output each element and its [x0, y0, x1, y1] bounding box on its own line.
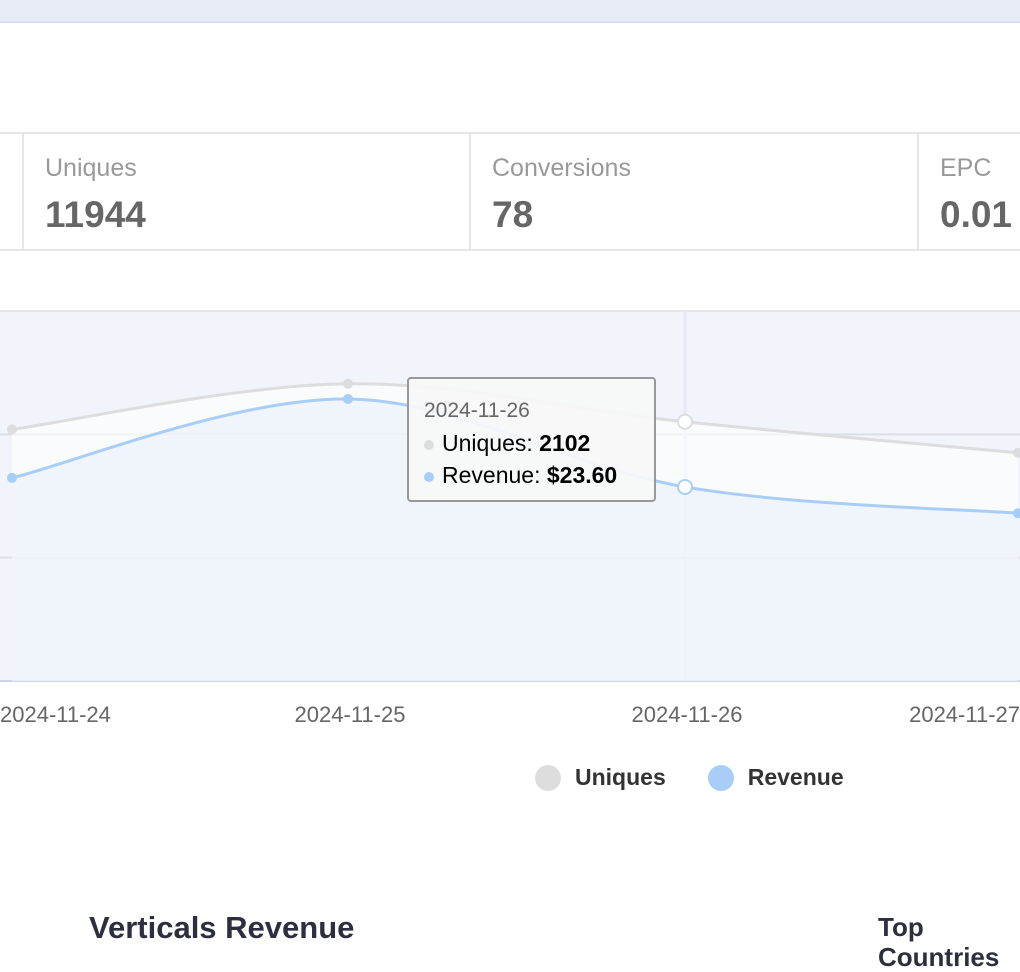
data-point-uniques [677, 413, 693, 430]
tooltip-date: 2024-11-26 [424, 399, 530, 422]
legend-item-uniques[interactable]: Uniques [535, 764, 666, 791]
stat-label: Uniques [45, 154, 137, 182]
stat-label: Conversions [492, 154, 631, 182]
uniques-dot-icon [424, 439, 434, 450]
legend-swatch-icon [707, 764, 734, 791]
x-tick-label: 2024-11-27 [909, 702, 1020, 727]
top-bar [0, 0, 1020, 23]
verticals-revenue-heading: Verticals Revenue [89, 910, 355, 945]
line-chart[interactable]: 2024-11-24 2024-11-25 2024-11-26 2024-11-27 [0, 300, 1020, 740]
data-point-revenue [343, 393, 353, 404]
data-point-uniques [7, 424, 17, 435]
legend-label: Uniques [575, 764, 666, 790]
x-tick-label: 2024-11-25 [295, 702, 406, 727]
stat-uniques: Uniques 11944 [22, 134, 469, 249]
tooltip-uniques-label: Uniques: [442, 430, 533, 456]
data-point-revenue [1013, 508, 1020, 519]
data-point-revenue [677, 478, 693, 495]
legend-swatch-icon [535, 764, 561, 791]
series-area-revenue [12, 398, 1018, 681]
stat-value: 78 [492, 194, 534, 235]
stat-conversions: Conversions 78 [469, 134, 917, 249]
stat-value: 0.01 [940, 194, 1013, 235]
data-point-revenue [7, 472, 17, 483]
chart-tooltip: 2024-11-26 Uniques: 2102 Revenue: $23.60 [407, 377, 656, 502]
tooltip-uniques-value: 2102 [539, 430, 591, 456]
data-point-uniques [1013, 447, 1020, 458]
data-point-uniques [343, 378, 353, 389]
x-tick-label: 2024-11-26 [632, 702, 743, 727]
stats-row: Uniques 11944 Conversions 78 EPC 0.01 [0, 132, 1020, 251]
revenue-dot-icon [424, 471, 434, 482]
chart-legend: Uniques Revenue [535, 764, 844, 791]
stat-value: 11944 [45, 194, 146, 235]
top-countries-heading: Top Countries [878, 912, 1000, 972]
legend-label: Revenue [747, 764, 844, 790]
stat-label: EPC [940, 154, 992, 182]
tooltip-revenue-label: Revenue: [442, 462, 541, 488]
stat-epc: EPC 0.01 [917, 134, 1020, 249]
tooltip-revenue-value: $23.60 [546, 462, 618, 488]
x-tick-label: 2024-11-24 [0, 702, 111, 727]
legend-item-revenue[interactable]: Revenue [707, 764, 844, 791]
